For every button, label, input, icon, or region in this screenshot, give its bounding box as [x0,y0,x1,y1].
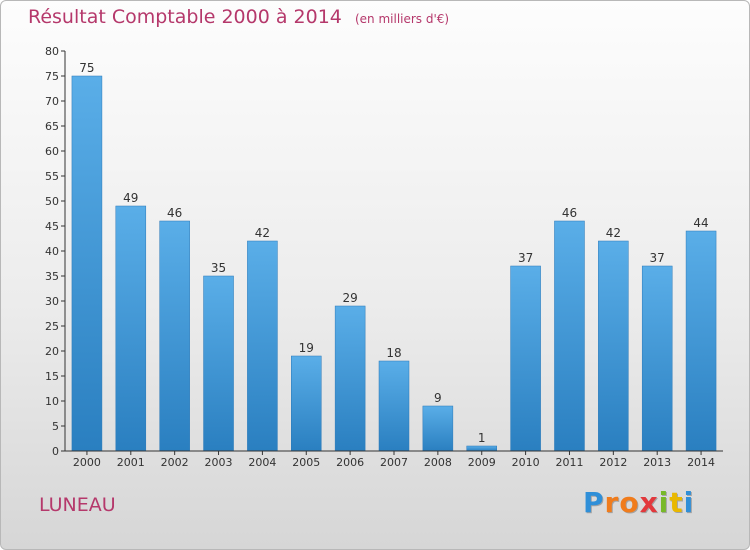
data-label-2012: 42 [606,226,621,240]
brand-letter: t [669,486,684,519]
data-label-2006: 29 [342,291,357,305]
brand-logo: Proxiti [583,486,694,519]
x-tick-label-2010: 2010 [512,456,540,469]
x-tick-label-2014: 2014 [687,456,715,469]
data-label-2007: 18 [386,346,401,360]
bar-2007 [378,360,410,452]
y-tick-label: 25 [45,320,59,333]
y-tick-label: 70 [45,95,59,108]
data-label-2002: 46 [167,206,182,220]
x-axis: 2000 2001 2002 2003 2004 2005 2006 2007 2008 2009… [65,450,723,469]
data-label-2000: 75 [79,61,94,75]
x-tick-label-2004: 2004 [248,456,276,469]
y-tick-label: 0 [52,445,59,458]
data-label-2008: 9 [434,391,442,405]
bar-2004 [247,240,278,452]
y-tick-label: 55 [45,170,59,183]
y-tick-label: 40 [45,245,59,258]
y-tick-label: 20 [45,345,59,358]
y-tick-label: 5 [52,420,59,433]
brand-letter: r [604,486,620,519]
x-tick-label-2008: 2008 [424,456,452,469]
brand-letter: o [619,486,640,519]
bar-2001 [115,205,147,452]
x-tick-label-2001: 2001 [117,456,145,469]
chart-title: Résultat Comptable 2000 à 2014 [28,6,342,28]
data-label-2011: 46 [562,206,577,220]
bar-2011 [554,220,585,452]
y-tick-label: 35 [45,270,59,283]
bar-2005 [291,355,322,452]
y-axis: 0 5 10 15 20 25 30 35 40 45 50 55 60 65 70 75 80 [45,45,66,458]
data-label-2010: 37 [518,251,533,265]
x-tick-label-2009: 2009 [468,456,496,469]
bar-2008 [422,405,454,452]
data-label-2004: 42 [255,226,270,240]
data-label-2013: 37 [650,251,665,265]
y-tick-label: 15 [45,370,59,383]
bar-2012 [598,240,629,452]
bar-2013 [641,265,673,452]
commune-name: LUNEAU [39,494,116,516]
data-label-2005: 19 [299,341,314,355]
bar-2006 [334,305,366,452]
y-tick-label: 50 [45,195,59,208]
x-tick-label-2005: 2005 [292,456,320,469]
x-tick-label-2006: 2006 [336,456,364,469]
y-tick-label: 30 [45,295,59,308]
x-tick-label-2011: 2011 [555,456,583,469]
data-label-2014: 44 [693,216,708,230]
brand-letter: P [583,486,605,519]
x-tick-label-2012: 2012 [599,456,627,469]
x-tick-label-2007: 2007 [380,456,408,469]
data-label-2003: 35 [211,261,226,275]
bar-2000 [71,75,103,452]
x-tick-label-2003: 2003 [205,456,233,469]
bar-2003 [203,275,234,452]
y-tick-label: 10 [45,395,59,408]
y-tick-label: 60 [45,145,59,158]
data-label-2001: 49 [123,191,138,205]
bar-2010 [510,265,541,452]
y-tick-label: 65 [45,120,59,133]
bar-2002 [159,220,190,452]
chart-subtitle: (en milliers d'€) [354,12,450,26]
x-tick-label-2000: 2000 [73,456,101,469]
x-tick-label-2002: 2002 [161,456,189,469]
brand-letter: i [683,486,695,519]
bars: 75 49 46 35 42 19 29 18 9 1 37 46 42 37 44 [71,61,717,452]
y-tick-label: 75 [45,70,59,83]
y-tick-label: 80 [45,45,59,58]
y-tick-label: 45 [45,220,59,233]
x-tick-label-2013: 2013 [643,456,671,469]
bar-2009 [466,445,497,452]
brand-letter: x [639,486,659,519]
brand-letter: i [658,486,670,519]
title-block: Résultat Comptable 2000 à 2014 (en milli… [28,6,449,28]
data-label-2009: 1 [478,431,486,445]
bar-2014 [685,230,717,452]
